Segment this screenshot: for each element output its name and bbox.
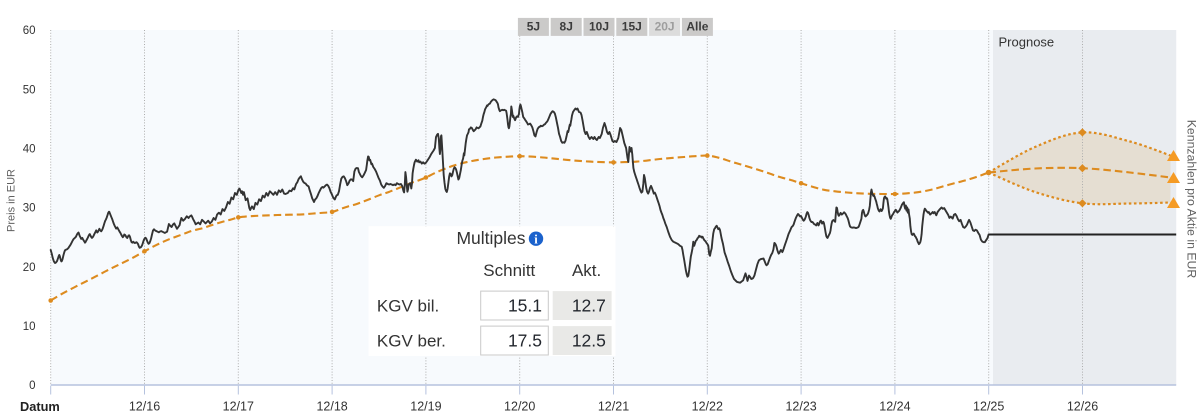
svg-text:Prognose: Prognose — [999, 35, 1055, 50]
svg-text:KGV ber.: KGV ber. — [377, 331, 446, 350]
svg-text:12/23: 12/23 — [785, 400, 816, 414]
svg-text:Alle: Alle — [686, 20, 708, 34]
svg-text:60: 60 — [23, 25, 36, 37]
svg-text:20: 20 — [23, 262, 36, 274]
svg-text:12/22: 12/22 — [692, 400, 723, 414]
svg-text:12/19: 12/19 — [410, 400, 441, 414]
svg-text:Kennzahlen pro Aktie in EUR: Kennzahlen pro Aktie in EUR — [1185, 120, 1197, 279]
svg-text:Multiples: Multiples — [456, 228, 525, 248]
svg-text:8J: 8J — [560, 20, 573, 34]
svg-text:0: 0 — [29, 380, 35, 392]
svg-text:12/26: 12/26 — [1067, 400, 1098, 414]
svg-text:10J: 10J — [589, 20, 609, 34]
svg-text:Datum: Datum — [20, 399, 60, 414]
svg-text:12/17: 12/17 — [223, 400, 254, 414]
svg-text:Schnitt: Schnitt — [483, 261, 535, 280]
svg-text:15.1: 15.1 — [508, 295, 542, 315]
svg-text:12.7: 12.7 — [572, 295, 606, 315]
svg-text:12/18: 12/18 — [316, 400, 347, 414]
svg-text:i: i — [534, 232, 538, 246]
svg-text:KGV bil.: KGV bil. — [377, 296, 439, 315]
svg-text:17.5: 17.5 — [508, 330, 542, 350]
svg-text:Preis in EUR: Preis in EUR — [6, 169, 18, 232]
svg-text:12/25: 12/25 — [973, 400, 1004, 414]
svg-text:20J: 20J — [655, 20, 675, 34]
svg-text:Akt.: Akt. — [572, 261, 601, 280]
svg-text:12/24: 12/24 — [879, 400, 910, 414]
svg-text:12/16: 12/16 — [129, 400, 160, 414]
svg-text:50: 50 — [23, 84, 36, 96]
svg-text:10: 10 — [23, 321, 36, 333]
svg-text:12.5: 12.5 — [572, 330, 606, 350]
svg-text:15J: 15J — [622, 20, 642, 34]
svg-text:30: 30 — [23, 203, 36, 215]
svg-text:5J: 5J — [527, 20, 540, 34]
svg-text:12/21: 12/21 — [598, 400, 629, 414]
svg-text:12/20: 12/20 — [504, 400, 535, 414]
svg-text:40: 40 — [23, 143, 36, 155]
